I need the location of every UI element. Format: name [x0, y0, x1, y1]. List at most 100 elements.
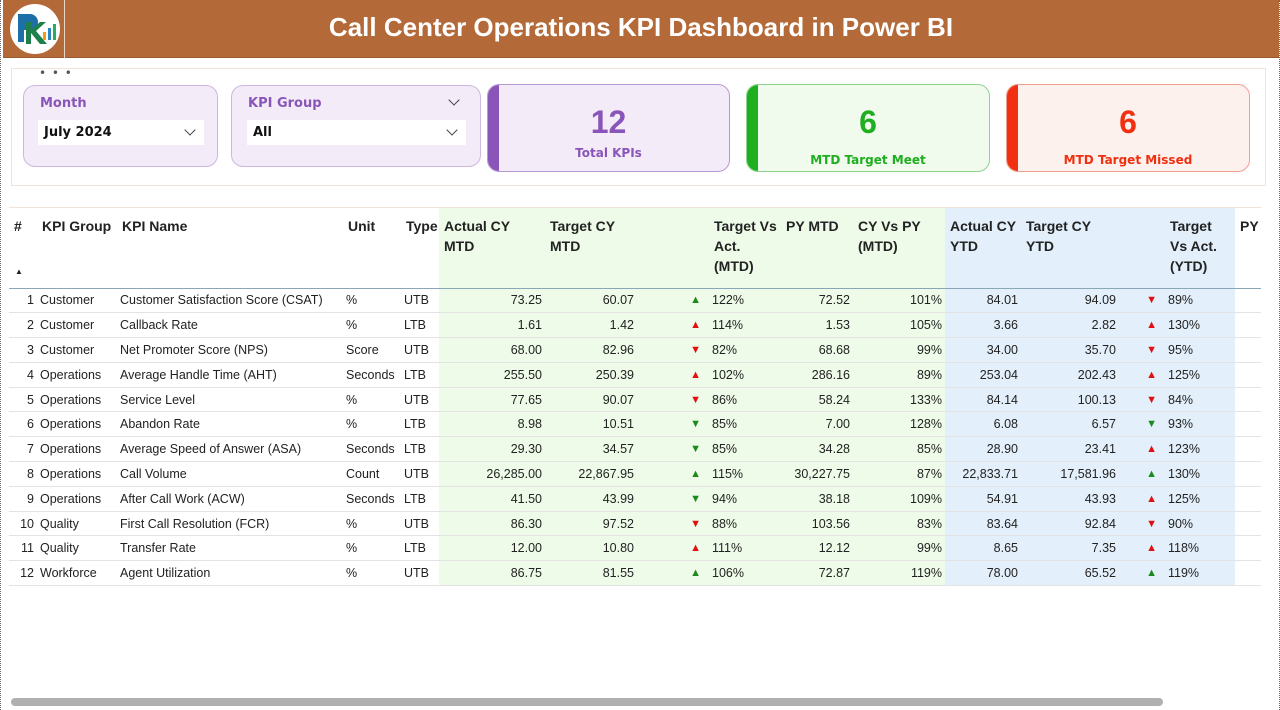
table-cell: %: [343, 411, 401, 438]
column-header[interactable]: Type: [401, 208, 439, 289]
kpi-group-dropdown[interactable]: All: [247, 120, 466, 145]
table-cell: Seconds: [343, 436, 401, 463]
table-cell: 101%: [853, 288, 945, 314]
table-cell: 17,581.96: [1021, 461, 1119, 487]
table-cell: 10.51: [545, 411, 637, 438]
kpi-group-value: All: [253, 125, 272, 140]
column-header-label: PY: [1240, 218, 1259, 234]
chevron-down-icon[interactable]: [448, 94, 460, 106]
table-cell: 1.53: [781, 312, 853, 339]
table-cell: LTB: [401, 486, 439, 512]
table-row: 7 Operations Average Speed of Answer (ASA)…: [9, 436, 1261, 463]
table-cell: Seconds: [343, 486, 401, 512]
table-cell: Score: [343, 337, 401, 363]
column-header[interactable]: KPI Name: [117, 208, 343, 289]
column-header[interactable]: # ▲: [9, 208, 37, 289]
table-cell: 255.50: [439, 362, 545, 388]
table-cell: 7.00: [781, 411, 853, 438]
column-header[interactable]: KPI Group: [37, 208, 117, 289]
column-header-label: Target CY MTD: [550, 218, 615, 254]
table-cell: [1235, 511, 1261, 537]
table-cell: 125%: [1165, 486, 1235, 512]
table-cell: [1235, 535, 1261, 562]
table-cell: %: [343, 511, 401, 537]
table-cell: %: [343, 535, 401, 562]
column-header[interactable]: [1119, 208, 1165, 289]
kpi-group-label: KPI Group: [248, 96, 322, 111]
arrow-up-icon: ▲: [1119, 560, 1165, 587]
table-cell: 29.30: [439, 436, 545, 463]
column-header-label: CY Vs PY (MTD): [858, 218, 921, 254]
table-cell: [1235, 560, 1261, 587]
table-cell: 94%: [709, 486, 781, 512]
table-cell: %: [343, 387, 401, 413]
table-cell: [1235, 362, 1261, 388]
card-label: Total KPIs: [575, 146, 642, 160]
column-header-label: Actual CY YTD: [950, 218, 1016, 254]
table-cell: Customer Satisfaction Score (CSAT): [117, 288, 343, 314]
table-cell: 118%: [1165, 535, 1235, 562]
card-value: 6: [1119, 104, 1137, 140]
table-cell: 72.87: [781, 560, 853, 587]
table-cell: 82%: [709, 337, 781, 363]
column-header[interactable]: Target CY YTD: [1021, 208, 1119, 289]
table-cell: 100.13: [1021, 387, 1119, 413]
table-row: 10 Quality First Call Resolution (FCR)% UTB…: [9, 511, 1261, 537]
month-dropdown[interactable]: July 2024: [38, 120, 204, 145]
table-cell: First Call Resolution (FCR): [117, 511, 343, 537]
table-cell: [1235, 387, 1261, 413]
column-header[interactable]: CY Vs PY (MTD): [853, 208, 945, 289]
column-header[interactable]: PY MTD: [781, 208, 853, 289]
table-cell: 105%: [853, 312, 945, 339]
table-cell: Workforce: [37, 560, 117, 587]
table-cell: 106%: [709, 560, 781, 587]
column-header[interactable]: Target CY MTD: [545, 208, 637, 289]
table-cell: 125%: [1165, 362, 1235, 388]
table-cell: LTB: [401, 362, 439, 388]
table-cell: 6.08: [945, 411, 1021, 438]
table-cell: 6.57: [1021, 411, 1119, 438]
table-cell: 28.90: [945, 436, 1021, 463]
table-cell: 26,285.00: [439, 461, 545, 487]
table-cell: 84.01: [945, 288, 1021, 314]
table-cell: UTB: [401, 461, 439, 487]
column-header[interactable]: Actual CY YTD: [945, 208, 1021, 289]
table-cell: 97.52: [545, 511, 637, 537]
column-header-label: PY MTD: [786, 218, 839, 234]
more-options-icon[interactable]: • • •: [39, 66, 73, 80]
logo-icon: [18, 14, 56, 44]
column-header[interactable]: Unit: [343, 208, 401, 289]
column-header[interactable]: PY: [1235, 208, 1261, 289]
table-row: 12 Workforce Agent Utilization% UTB 86.75 81.…: [9, 560, 1261, 587]
column-header[interactable]: Target Vs Act. (YTD): [1165, 208, 1235, 289]
table-row: 8 Operations Call Volume Count UTB 26,285.00 2…: [9, 461, 1261, 487]
table-cell: 43.93: [1021, 486, 1119, 512]
table-cell: 58.24: [781, 387, 853, 413]
table-cell: 202.43: [1021, 362, 1119, 388]
table-cell: 115%: [709, 461, 781, 487]
table-cell: Average Speed of Answer (ASA): [117, 436, 343, 463]
table-cell: Operations: [37, 486, 117, 512]
table-cell: 1.42: [545, 312, 637, 339]
table-cell: 130%: [1165, 312, 1235, 339]
table-cell: Customer: [37, 312, 117, 339]
column-header[interactable]: [637, 208, 709, 289]
column-header-label: Unit: [348, 218, 376, 234]
table-cell: Operations: [37, 411, 117, 438]
table-cell: 85%: [853, 436, 945, 463]
table-cell: 85%: [709, 411, 781, 438]
table-cell: 82.96: [545, 337, 637, 363]
table-cell: LTB: [401, 411, 439, 438]
table-cell: 133%: [853, 387, 945, 413]
table-cell: Operations: [37, 387, 117, 413]
table-cell: 83.64: [945, 511, 1021, 537]
column-header[interactable]: Target Vs Act. (MTD): [709, 208, 781, 289]
table-cell: Transfer Rate: [117, 535, 343, 562]
arrow-down-icon: ▼: [637, 387, 709, 413]
table-cell: 99%: [853, 535, 945, 562]
table-cell: UTB: [401, 337, 439, 363]
table-cell: 87%: [853, 461, 945, 487]
horizontal-scrollbar[interactable]: [11, 698, 1163, 706]
column-header[interactable]: Actual CY MTD: [439, 208, 545, 289]
table-cell: %: [343, 288, 401, 314]
